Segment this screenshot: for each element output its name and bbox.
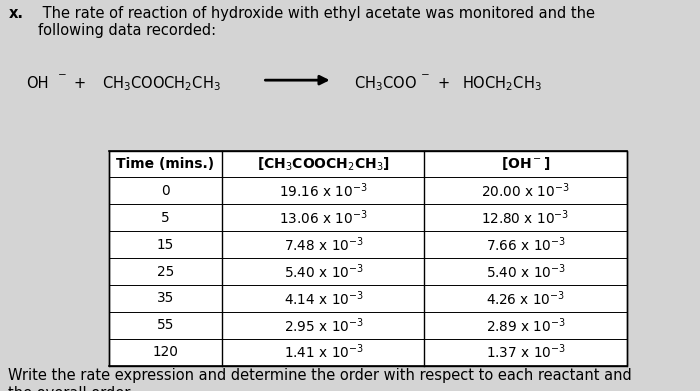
Text: [OH$^-$]: [OH$^-$] <box>500 156 550 172</box>
Text: 7.66 x 10$^{-3}$: 7.66 x 10$^{-3}$ <box>486 235 566 254</box>
Text: 5: 5 <box>161 211 170 225</box>
Text: 120: 120 <box>153 345 178 359</box>
Text: 19.16 x 10$^{-3}$: 19.16 x 10$^{-3}$ <box>279 181 368 200</box>
Text: OH: OH <box>27 76 49 91</box>
Text: Time (mins.): Time (mins.) <box>116 157 214 171</box>
Text: 5.40 x 10$^{-3}$: 5.40 x 10$^{-3}$ <box>284 262 363 281</box>
Text: 20.00 x 10$^{-3}$: 20.00 x 10$^{-3}$ <box>481 181 570 200</box>
Text: CH$_3$COOCH$_2$CH$_3$: CH$_3$COOCH$_2$CH$_3$ <box>102 74 220 93</box>
Text: 55: 55 <box>157 318 174 332</box>
Text: The rate of reaction of hydroxide with ethyl acetate was monitored and the
follo: The rate of reaction of hydroxide with e… <box>38 6 596 38</box>
Text: 2.95 x 10$^{-3}$: 2.95 x 10$^{-3}$ <box>284 316 363 335</box>
Text: 25: 25 <box>157 264 174 278</box>
Text: 13.06 x 10$^{-3}$: 13.06 x 10$^{-3}$ <box>279 208 368 227</box>
Text: 7.48 x 10$^{-3}$: 7.48 x 10$^{-3}$ <box>284 235 363 254</box>
Text: [CH$_3$COOCH$_2$CH$_3$]: [CH$_3$COOCH$_2$CH$_3$] <box>257 155 390 173</box>
Text: 1.37 x 10$^{-3}$: 1.37 x 10$^{-3}$ <box>486 343 566 361</box>
Text: HOCH$_2$CH$_3$: HOCH$_2$CH$_3$ <box>462 74 542 93</box>
Text: 0: 0 <box>161 184 170 198</box>
Text: 4.14 x 10$^{-3}$: 4.14 x 10$^{-3}$ <box>284 289 363 308</box>
Text: 4.26 x 10$^{-3}$: 4.26 x 10$^{-3}$ <box>486 289 565 308</box>
Text: −: − <box>58 70 66 80</box>
Text: 2.89 x 10$^{-3}$: 2.89 x 10$^{-3}$ <box>486 316 566 335</box>
Text: 1.41 x 10$^{-3}$: 1.41 x 10$^{-3}$ <box>284 343 363 361</box>
Text: +: + <box>438 76 449 91</box>
Text: CH$_3$COO: CH$_3$COO <box>354 74 416 93</box>
Text: +: + <box>74 76 85 91</box>
Text: 5.40 x 10$^{-3}$: 5.40 x 10$^{-3}$ <box>486 262 566 281</box>
Text: −: − <box>421 70 429 80</box>
Text: Write the rate expression and determine the order with respect to each reactant : Write the rate expression and determine … <box>8 368 632 391</box>
Text: 35: 35 <box>157 291 174 305</box>
Text: 12.80 x 10$^{-3}$: 12.80 x 10$^{-3}$ <box>482 208 570 227</box>
Text: x.: x. <box>8 6 23 21</box>
Text: 15: 15 <box>157 238 174 252</box>
